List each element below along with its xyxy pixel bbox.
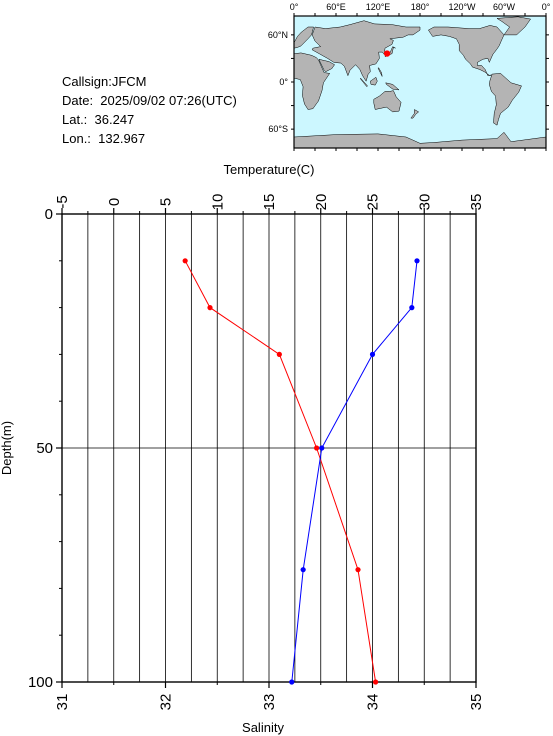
- temperature-data-point: [373, 679, 379, 685]
- temperature-profile-line: [184, 260, 377, 683]
- depth-tick-label: 100: [28, 674, 53, 691]
- map-lon-label: 0°: [542, 2, 551, 12]
- map-landmass: [293, 52, 331, 110]
- temperature-tick-label: 35: [468, 194, 485, 211]
- temperature-tick-label: 0: [106, 198, 123, 206]
- map-lon-label: 60°E: [326, 2, 346, 12]
- salinity-tick-label: 33: [261, 694, 278, 711]
- callsign-label: Callsign:JFCM: [62, 74, 147, 89]
- salinity-data-point: [369, 351, 376, 357]
- temperature-tick-label: 20: [313, 194, 330, 211]
- temperature-data-point: [182, 258, 188, 264]
- temperature-tick-label: 5: [158, 198, 175, 206]
- temperature-tick-label: 30: [416, 194, 433, 211]
- salinity-tick-label: 31: [54, 694, 71, 711]
- map-landmass: [318, 58, 335, 73]
- temperature-tick-label: 25: [365, 194, 382, 211]
- map-lat-label: 60°N: [268, 30, 288, 40]
- map-lat-label: 60°S: [268, 124, 288, 134]
- map-landmass: [385, 82, 400, 91]
- depth-tick-label: 50: [36, 440, 53, 457]
- temperature-data-point: [207, 305, 213, 311]
- salinity-data-point: [409, 305, 415, 311]
- temperature-tick-label: 15: [261, 194, 278, 211]
- salinity-tick-label: 34: [365, 694, 382, 711]
- map-lon-label: 120°E: [366, 2, 391, 12]
- map-landmass: [360, 77, 368, 88]
- depth-tick-label: 0: [45, 206, 53, 223]
- map-location-marker: [383, 50, 391, 57]
- map-lon-label: 0°: [290, 2, 299, 12]
- map-lon-label: 180°: [411, 2, 430, 12]
- temperature-tick-label: -5: [54, 195, 71, 208]
- temperature-data-point: [276, 351, 282, 357]
- temperature-data-point: [314, 445, 320, 451]
- map-landmass: [489, 73, 522, 126]
- map-lat-label: 0°: [279, 77, 288, 87]
- date-label: Date: 2025/09/02 07:26(UTC): [62, 93, 237, 108]
- world-location-map: 0° 60°E 120°E 180° 120°W 60°W 0° 60°N 0° 60°S: [268, 2, 551, 151]
- depth-axis-title: Depth(m): [0, 421, 14, 475]
- map-landmass: [496, 16, 532, 36]
- map-landmass: [311, 20, 421, 82]
- salinity-tick-label: 32: [158, 694, 175, 711]
- map-landmass: [373, 90, 402, 113]
- temperature-tick-label: 10: [209, 194, 226, 211]
- map-landmass: [293, 26, 314, 49]
- map-landmass: [428, 25, 505, 76]
- longitude-label: Lon.: 132.967: [62, 131, 146, 146]
- map-landmass: [377, 67, 383, 77]
- map-lon-label: 60°W: [493, 2, 516, 12]
- salinity-data-point: [300, 567, 306, 573]
- map-landmass: [370, 76, 378, 86]
- temperature-axis-title: Temperature(C): [223, 162, 314, 177]
- salinity-data-point: [289, 679, 295, 685]
- salinity-tick-label: 35: [468, 694, 485, 711]
- latitude-label: Lat.: 36.247: [62, 112, 135, 127]
- map-landmass: [410, 109, 420, 119]
- salinity-data-point: [319, 445, 325, 451]
- salinity-data-point: [414, 258, 420, 264]
- temperature-data-point: [355, 567, 361, 573]
- salinity-profile-line: [291, 260, 418, 683]
- map-lon-label: 120°W: [448, 2, 476, 12]
- salinity-axis-title: Salinity: [242, 720, 284, 735]
